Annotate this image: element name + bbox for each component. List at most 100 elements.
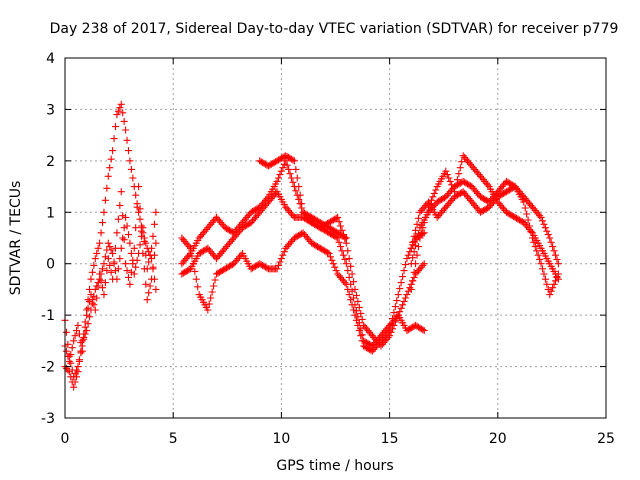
data-point xyxy=(207,294,215,302)
data-point xyxy=(461,178,469,186)
data-point xyxy=(500,189,508,197)
data-point xyxy=(217,267,225,275)
data-point xyxy=(74,368,82,376)
data-point xyxy=(384,328,392,336)
data-point xyxy=(547,238,555,246)
data-point xyxy=(298,230,306,238)
data-point xyxy=(123,267,131,275)
data-point xyxy=(484,181,492,189)
data-point xyxy=(86,313,94,321)
data-point xyxy=(407,260,415,268)
data-point xyxy=(531,207,539,215)
data-point xyxy=(541,224,549,232)
data-point xyxy=(414,267,422,275)
data-point xyxy=(126,239,134,247)
data-point xyxy=(497,191,505,199)
data-point xyxy=(272,158,280,166)
data-point xyxy=(214,269,222,277)
data-point xyxy=(511,213,519,221)
data-point xyxy=(399,273,407,281)
data-point xyxy=(468,183,476,191)
data-point xyxy=(199,247,207,255)
data-point xyxy=(309,240,317,248)
data-point xyxy=(75,330,83,338)
data-point xyxy=(126,157,134,165)
data-point xyxy=(94,244,102,252)
data-point xyxy=(302,210,310,218)
data-point xyxy=(83,327,91,335)
data-point xyxy=(397,304,405,312)
data-point xyxy=(354,313,362,321)
data-point xyxy=(231,258,239,266)
data-point xyxy=(442,203,450,211)
data-point xyxy=(70,337,78,345)
data-point xyxy=(315,218,323,226)
data-point xyxy=(285,165,293,173)
data-point xyxy=(544,231,552,239)
data-point xyxy=(521,220,529,228)
data-point xyxy=(464,193,472,201)
data-point xyxy=(290,234,298,242)
data-point xyxy=(198,231,206,239)
data-point xyxy=(448,196,456,204)
data-point xyxy=(337,231,345,239)
data-point xyxy=(260,262,268,270)
data-point xyxy=(287,237,295,245)
data-point xyxy=(215,268,223,276)
data-point xyxy=(269,193,277,201)
data-point xyxy=(178,270,186,278)
data-point xyxy=(531,243,539,251)
data-point xyxy=(342,280,350,288)
data-point xyxy=(363,325,371,333)
data-point xyxy=(276,155,284,163)
data-point xyxy=(352,291,360,299)
data-point xyxy=(293,232,301,240)
data-point xyxy=(286,170,294,178)
data-point xyxy=(247,265,255,273)
data-point xyxy=(74,321,82,329)
data-point xyxy=(208,249,216,257)
data-point xyxy=(100,208,108,216)
data-point xyxy=(299,208,307,216)
data-point xyxy=(133,203,141,211)
data-point xyxy=(319,246,327,254)
data-point xyxy=(238,224,246,232)
data-point xyxy=(394,311,402,319)
data-point xyxy=(285,207,293,215)
data-point xyxy=(254,210,262,218)
data-point xyxy=(417,263,425,271)
data-point xyxy=(335,230,343,238)
data-point xyxy=(331,227,339,235)
data-point xyxy=(367,330,375,338)
data-point xyxy=(419,205,427,213)
data-point xyxy=(184,253,192,261)
data-point xyxy=(97,229,105,237)
data-point xyxy=(129,174,137,182)
data-point xyxy=(465,181,473,189)
data-point xyxy=(489,198,497,206)
data-point xyxy=(217,249,225,257)
data-point xyxy=(514,215,522,223)
data-point xyxy=(311,241,319,249)
data-point xyxy=(259,159,267,167)
data-point xyxy=(135,183,143,191)
data-point xyxy=(536,212,544,220)
data-point xyxy=(355,303,363,311)
data-point xyxy=(106,164,114,172)
data-point xyxy=(145,289,153,297)
data-point xyxy=(507,211,515,219)
data-point xyxy=(249,217,257,225)
data-point xyxy=(368,347,376,355)
data-point xyxy=(182,267,190,275)
data-point xyxy=(218,220,226,228)
data-point xyxy=(426,207,434,215)
data-point xyxy=(404,326,412,334)
data-point xyxy=(445,174,453,182)
data-point xyxy=(510,183,518,191)
data-point xyxy=(287,210,295,218)
data-point xyxy=(142,239,150,247)
data-point xyxy=(80,335,88,343)
data-point xyxy=(391,318,399,326)
data-point xyxy=(455,190,463,198)
data-point xyxy=(103,184,111,192)
